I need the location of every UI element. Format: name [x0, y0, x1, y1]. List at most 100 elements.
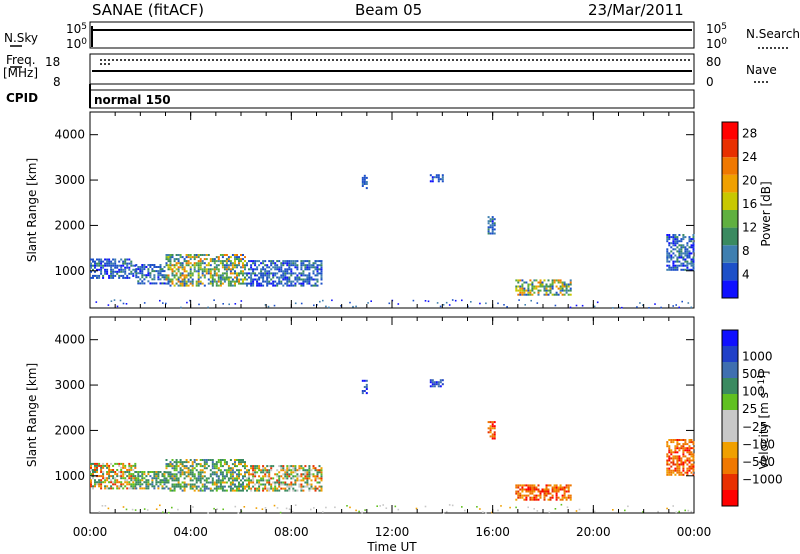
- data-cell: [203, 485, 206, 488]
- data-cell: [165, 278, 168, 281]
- data-cell: [165, 276, 168, 279]
- data-cell: [181, 473, 184, 476]
- data-cell: [524, 304, 526, 306]
- data-cell: [519, 291, 522, 294]
- data-cell: [521, 287, 524, 290]
- data-cell: [238, 471, 240, 474]
- data-cell: [541, 285, 544, 288]
- data-cell: [690, 453, 693, 456]
- data-cell: [223, 260, 226, 263]
- data-cell: [199, 260, 202, 263]
- data-cell: [116, 305, 119, 308]
- data-cell: [201, 489, 204, 492]
- data-cell: [213, 278, 216, 281]
- data-cell: [491, 228, 494, 231]
- data-cell: [213, 463, 216, 466]
- data-cell: [266, 465, 269, 468]
- data-cell: [272, 477, 275, 480]
- data-cell: [561, 494, 564, 497]
- data-cell: [238, 280, 240, 283]
- data-cell: [238, 489, 240, 492]
- data-cell: [282, 272, 285, 275]
- data-cell: [229, 473, 232, 476]
- data-cell: [157, 477, 160, 480]
- data-cell: [177, 266, 180, 269]
- data-cell: [187, 475, 190, 478]
- data-cell: [555, 498, 558, 501]
- data-cell: [523, 291, 526, 294]
- data-cell: [521, 484, 524, 487]
- data-cell: [320, 469, 323, 472]
- data-cell: [262, 483, 265, 486]
- data-cell: [431, 180, 434, 183]
- data-cell: [555, 488, 558, 491]
- data-cell: [553, 486, 556, 489]
- data-cell: [320, 270, 323, 273]
- data-cell: [310, 508, 312, 511]
- data-cell: [227, 256, 230, 259]
- data-cell: [227, 477, 230, 480]
- data-cell: [229, 276, 232, 279]
- data-cell: [236, 475, 238, 478]
- data-cell: [559, 281, 562, 284]
- data-cell: [684, 441, 687, 444]
- data-cell: [231, 475, 234, 478]
- data-cell: [248, 276, 250, 279]
- data-cell: [487, 228, 490, 231]
- data-cell: [276, 264, 279, 267]
- data-cell: [173, 465, 176, 468]
- data-cell: [225, 274, 228, 277]
- data-cell: [248, 475, 250, 478]
- colorbar-tick-label: 500: [742, 367, 765, 381]
- data-cell: [262, 465, 265, 468]
- data-cell: [197, 262, 200, 265]
- data-cell: [126, 475, 129, 478]
- data-cell: [537, 488, 540, 491]
- data-cell: [143, 481, 146, 484]
- data-cell: [262, 274, 265, 277]
- data-cell: [189, 473, 192, 476]
- data-cell: [107, 304, 110, 306]
- data-cell: [187, 264, 190, 267]
- data-cell: [244, 475, 246, 478]
- data-cell: [205, 487, 208, 490]
- data-cell: [165, 274, 168, 277]
- data-cell: [180, 306, 182, 309]
- data-cell: [124, 266, 127, 269]
- data-cell: [692, 256, 695, 259]
- data-cell: [189, 487, 192, 490]
- data-cell: [427, 300, 430, 303]
- data-cell: [250, 272, 253, 275]
- data-cell: [678, 248, 681, 251]
- data-cell: [676, 447, 679, 450]
- data-cell: [523, 281, 526, 284]
- data-cell: [539, 285, 542, 288]
- data-cell: [254, 260, 257, 263]
- data-cell: [682, 449, 685, 452]
- data-cell: [308, 471, 311, 474]
- data-cell: [197, 260, 200, 263]
- data-cell: [547, 498, 550, 501]
- data-cell: [290, 483, 293, 486]
- data-cell: [223, 485, 226, 488]
- data-cell: [529, 289, 532, 292]
- data-cell: [100, 260, 103, 263]
- data-cell: [547, 492, 550, 495]
- data-cell: [300, 475, 303, 478]
- data-cell: [132, 274, 135, 277]
- colorbar-cell: [722, 362, 738, 378]
- data-cell: [491, 222, 494, 225]
- data-cell: [106, 258, 109, 261]
- data-cell: [672, 471, 675, 474]
- data-cell: [292, 469, 295, 472]
- data-cell: [96, 464, 98, 467]
- data-cell: [692, 242, 695, 245]
- data-cell: [229, 481, 232, 484]
- data-cell: [312, 487, 315, 490]
- data-cell: [264, 260, 267, 263]
- data-cell: [139, 278, 142, 281]
- data-cell: [234, 465, 236, 468]
- data-cell: [310, 276, 313, 279]
